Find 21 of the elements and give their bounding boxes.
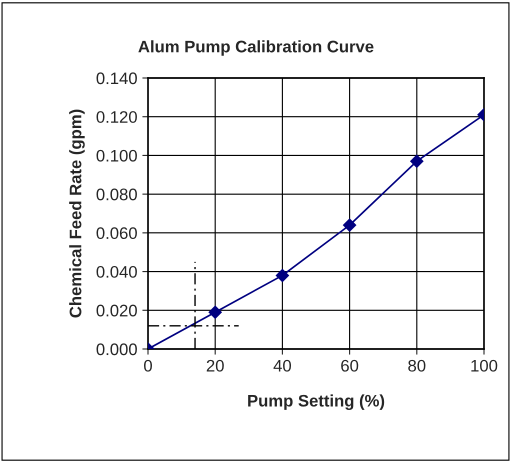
x-tick-label: 40 — [274, 360, 292, 372]
point — [276, 268, 289, 282]
y-axis-title: Chemical Feed Rate (gpm) — [69, 110, 85, 318]
y-tick-label: 0.020 — [96, 304, 137, 316]
y-tick-label: 0.040 — [96, 266, 137, 278]
y-tick-label: 0.120 — [96, 111, 137, 123]
x-tick-label: 80 — [408, 360, 426, 372]
y-tick-label: 0.080 — [96, 188, 137, 200]
y-tick-label: 0.000 — [96, 343, 137, 356]
y-tick-label: 0.100 — [96, 150, 137, 162]
point — [343, 218, 356, 232]
point — [208, 306, 222, 319]
chart-title: Alum Pump Calibration Curve — [138, 40, 374, 56]
point — [410, 154, 424, 168]
x-tick-label: 60 — [341, 360, 358, 372]
x-axis-title: Pump Setting (%) — [248, 394, 384, 410]
y-tick-label: 0.060 — [96, 227, 137, 240]
x-tick-label: 100 — [471, 360, 498, 372]
x-tick-label: 20 — [206, 360, 224, 372]
y-tick-label: 0.140 — [96, 72, 137, 84]
x-tick-label: 0 — [144, 360, 152, 372]
